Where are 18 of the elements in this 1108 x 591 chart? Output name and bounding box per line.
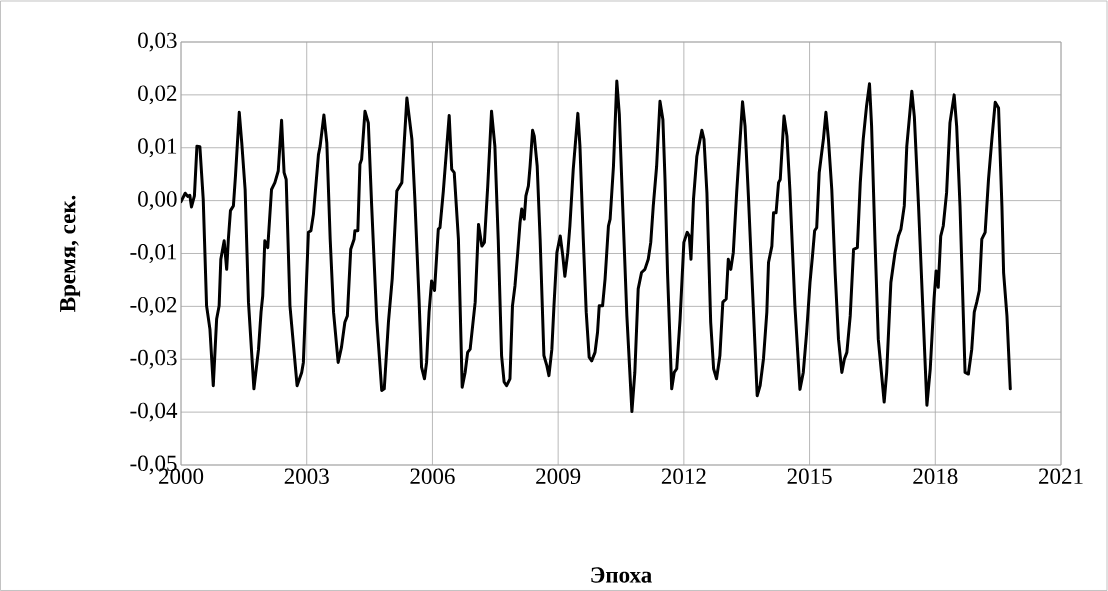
x-tick-label: 2006 <box>410 468 455 485</box>
x-tick-label: 2018 <box>913 468 958 485</box>
x-tick-label: 2012 <box>661 468 706 485</box>
y-tick-label: -0,03 <box>130 349 177 369</box>
line-series <box>181 79 1012 414</box>
x-axis-title: Эпоха <box>591 567 652 583</box>
y-tick-label: 0,00 <box>138 191 177 211</box>
x-tick-label: 2009 <box>536 468 581 485</box>
y-tick-label: -0,01 <box>130 244 177 263</box>
x-tick-label: 2015 <box>787 468 832 485</box>
y-axis-title: Время, сек. <box>60 195 81 312</box>
y-tick-label: 0,03 <box>138 32 177 52</box>
x-tick-label: 2021 <box>1039 468 1083 485</box>
x-tick-label: 2003 <box>284 468 329 485</box>
y-tick-label: -0,04 <box>130 402 178 422</box>
y-tick-label: 0,02 <box>138 85 177 105</box>
y-tick-label: 0,01 <box>138 138 177 158</box>
y-tick-label: -0,02 <box>130 296 177 316</box>
